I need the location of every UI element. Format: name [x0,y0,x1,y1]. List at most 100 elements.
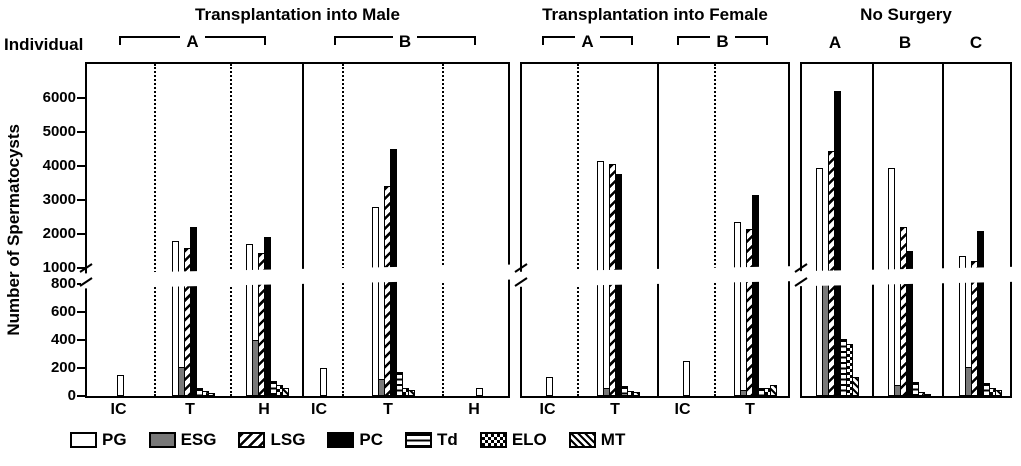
section [802,64,872,396]
legend-item-ESG: ESG [148,430,217,450]
bracket-end-tick [766,36,769,45]
bracket-letter: B [398,32,412,51]
bracket-arm-left [676,36,711,48]
y-tick-label: 800 [50,275,76,292]
bar-PC [189,227,197,396]
bracket-arm-right [599,36,634,48]
individual-letter: B [898,33,912,52]
legend-item-LSG: LSG [238,430,305,450]
bracket-arm-right [417,36,477,48]
group-title: No Surgery [860,5,952,24]
bar-PG [683,361,690,396]
bar-MT [632,392,640,396]
y-tick-label: 5000 [42,123,76,140]
legend-label: PC [359,430,384,449]
bracket-arm-left [119,36,181,48]
individual-bracket: B [676,33,769,51]
panel [85,62,510,398]
legend-item-PC: PC [327,430,383,450]
bracket-end-tick [119,36,122,45]
legend-item-ELO: ELO [479,430,547,450]
y-tick-mark [77,165,85,167]
individual [942,64,1014,396]
individual [522,64,657,396]
y-tick-label: 1000 [42,259,76,276]
bar-PC [263,237,271,396]
legend-label: PG [102,430,127,449]
y-tick-label: 200 [50,359,76,376]
bracket-arm-right [204,36,266,48]
bar-PG [475,388,483,396]
x-label: T [185,401,195,418]
section [522,64,577,396]
x-label: H [258,401,270,418]
individual-bracket: A [119,33,266,51]
legend-label: Td [437,430,458,449]
bar-MT [994,390,1002,396]
y-tick-label: 400 [50,331,76,348]
bar-MT [407,390,415,396]
x-label: T [383,401,393,418]
section [577,64,657,396]
legend-label: MT [600,430,626,449]
bar-PG [117,375,124,396]
bar-MT [923,394,931,396]
x-label: IC [539,401,556,418]
legend-swatch-solid-gray [148,432,176,448]
bracket-end-tick [333,36,336,45]
bar-PG [371,207,379,396]
axis-break-marks [793,261,809,289]
legend-item-PG: PG [70,430,127,450]
individual [87,64,302,396]
section [87,64,154,396]
individual-row-label: Individual [4,35,84,54]
x-label: T [745,401,755,418]
individual [657,64,792,396]
y-tick-mark [77,233,85,235]
bracket-end-tick [676,36,679,45]
bar-PC [905,251,913,396]
individual-bracket: A [541,33,634,51]
x-label: IC [311,401,327,418]
bar-Td [395,372,403,396]
legend-swatch-diagonal-hatch [238,432,266,448]
legend-label: ESG [180,430,217,449]
bar-PG [733,222,741,396]
bar-PC [976,231,984,396]
bar-PC [751,195,759,396]
y-tick-label: 4000 [42,157,76,174]
bracket-arm-left [333,36,393,48]
bar-MT [769,385,777,396]
y-tick-mark [77,339,85,341]
legend-swatch-checkerboard [479,432,507,448]
panel [520,62,790,398]
bar-PC [833,91,841,396]
legend-item-Td: Td [405,430,458,450]
y-tick-label: 6000 [42,89,76,106]
section [442,64,514,396]
section [714,64,794,396]
bar-Td [911,382,919,396]
legend-item-MT: MT [568,430,626,450]
individual-letter: A [828,33,842,52]
individual-letter: C [969,33,983,52]
bar-PG [546,377,553,396]
x-label: IC [674,401,691,418]
y-tick-label: 0 [67,387,76,404]
y-tick-label: 2000 [42,225,76,242]
bracket-arm-left [541,36,576,48]
bar-PC [614,174,622,396]
section [944,64,1016,396]
y-tick-label: 600 [50,303,76,320]
section [874,64,944,396]
individual-bracket: B [333,32,477,51]
y-tick-mark [77,267,85,269]
legend-label: LSG [270,430,306,449]
y-tick-mark [77,131,85,133]
bar-MT [851,377,859,396]
x-label: H [468,401,480,418]
x-label: IC [110,401,127,418]
bracket-end-tick [474,36,477,45]
group-title: Transplantation into Male [195,5,400,24]
